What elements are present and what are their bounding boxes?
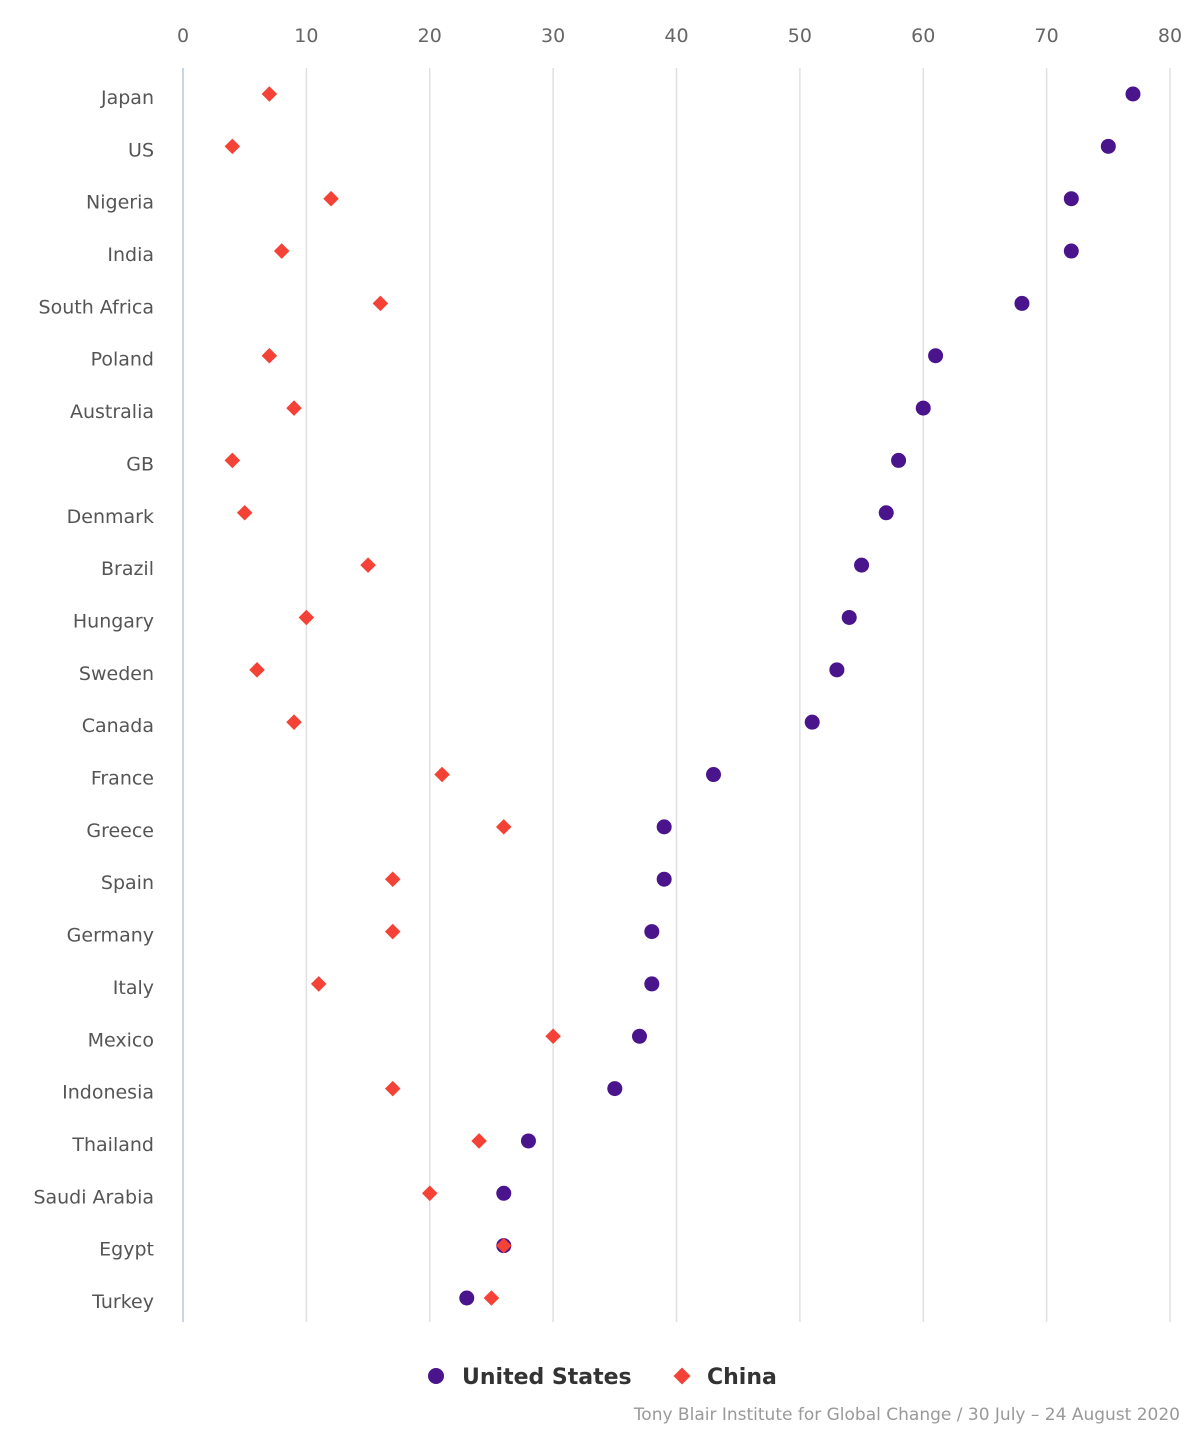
x-tick-label: 20 xyxy=(418,25,442,47)
category-label: Thailand xyxy=(71,1134,154,1156)
source-credit: Tony Blair Institute for Global Change /… xyxy=(633,1405,1180,1425)
point-china xyxy=(236,505,253,521)
category-label: Egypt xyxy=(99,1239,154,1261)
point-united-states xyxy=(459,1290,475,1306)
point-united-states xyxy=(520,1133,536,1149)
category-label: Canada xyxy=(82,715,154,737)
legend-label-china: China xyxy=(707,1365,777,1390)
x-tick-label: 10 xyxy=(294,25,318,47)
point-china xyxy=(495,1237,512,1254)
category-label: Nigeria xyxy=(86,192,154,214)
legend: United States China xyxy=(428,1365,777,1390)
x-tick-label: 40 xyxy=(664,25,688,47)
category-label: Australia xyxy=(70,401,154,423)
point-united-states xyxy=(928,348,944,364)
point-united-states xyxy=(644,976,660,992)
point-china xyxy=(298,609,315,626)
category-label: Italy xyxy=(113,977,154,999)
x-tick-label: 60 xyxy=(911,25,935,47)
point-united-states xyxy=(841,609,857,625)
point-china xyxy=(310,976,327,992)
point-china xyxy=(249,662,265,678)
point-china xyxy=(421,1185,438,1202)
category-labels: Japan US Nigeria India South Africa Poland Aus… xyxy=(33,87,154,1313)
point-china xyxy=(273,243,290,259)
x-tick-label: 70 xyxy=(1035,25,1059,47)
x-tick-label: 80 xyxy=(1158,25,1182,47)
legend-label-united-states: United States xyxy=(462,1365,632,1390)
x-axis-ticks: 0 10 20 30 40 50 60 70 80 xyxy=(177,25,1182,47)
point-united-states xyxy=(496,1185,512,1201)
point-united-states xyxy=(804,714,820,730)
point-united-states xyxy=(1100,138,1116,154)
point-united-states xyxy=(607,1081,623,1097)
point-china xyxy=(286,400,302,416)
point-united-states xyxy=(631,1028,647,1044)
point-united-states xyxy=(891,452,907,468)
category-label: France xyxy=(91,768,154,790)
point-united-states xyxy=(644,924,660,940)
category-label: Germany xyxy=(67,925,154,947)
category-label: India xyxy=(107,244,154,266)
point-united-states xyxy=(706,767,722,783)
category-label: Greece xyxy=(86,820,154,842)
point-united-states xyxy=(1063,243,1079,259)
point-china xyxy=(360,557,376,573)
point-china xyxy=(483,1290,500,1306)
data-marks xyxy=(224,86,1141,1306)
category-label: Hungary xyxy=(73,610,154,632)
category-label: Denmark xyxy=(67,506,154,528)
point-united-states xyxy=(1063,191,1079,207)
point-china xyxy=(286,714,302,730)
point-united-states xyxy=(1014,295,1030,311)
category-label: GB xyxy=(126,453,154,475)
category-label: Spain xyxy=(101,872,154,894)
x-tick-label: 0 xyxy=(177,25,189,47)
point-china xyxy=(384,1080,401,1097)
x-tick-label: 30 xyxy=(541,25,565,47)
point-united-states xyxy=(656,819,672,835)
point-china xyxy=(384,871,401,887)
category-label: Brazil xyxy=(101,558,154,580)
point-united-states xyxy=(656,871,672,887)
point-united-states xyxy=(878,505,894,521)
category-label: Mexico xyxy=(88,1029,154,1051)
point-united-states xyxy=(1125,86,1141,102)
point-china xyxy=(224,138,241,155)
category-label: Sweden xyxy=(79,663,154,685)
category-label: Indonesia xyxy=(62,1082,154,1104)
point-united-states xyxy=(915,400,931,416)
x-tick-label: 50 xyxy=(788,25,812,47)
category-label: US xyxy=(128,139,154,161)
category-label: Turkey xyxy=(91,1291,154,1313)
point-china xyxy=(495,819,512,835)
point-united-states xyxy=(829,662,845,678)
category-label: Saudi Arabia xyxy=(33,1186,154,1208)
point-china xyxy=(261,347,278,364)
point-china xyxy=(434,766,450,783)
point-china xyxy=(224,452,241,469)
legend-marker-united-states xyxy=(428,1368,444,1384)
gridlines xyxy=(182,68,1171,1322)
point-china xyxy=(323,190,339,207)
point-united-states xyxy=(854,557,870,573)
point-china xyxy=(372,295,389,312)
point-china xyxy=(384,923,401,940)
category-label: Japan xyxy=(100,87,154,109)
point-china xyxy=(545,1028,561,1045)
category-label: Poland xyxy=(91,349,154,371)
legend-marker-china xyxy=(673,1367,691,1385)
point-china xyxy=(261,86,278,102)
category-label: South Africa xyxy=(39,296,154,318)
point-china xyxy=(471,1133,487,1149)
